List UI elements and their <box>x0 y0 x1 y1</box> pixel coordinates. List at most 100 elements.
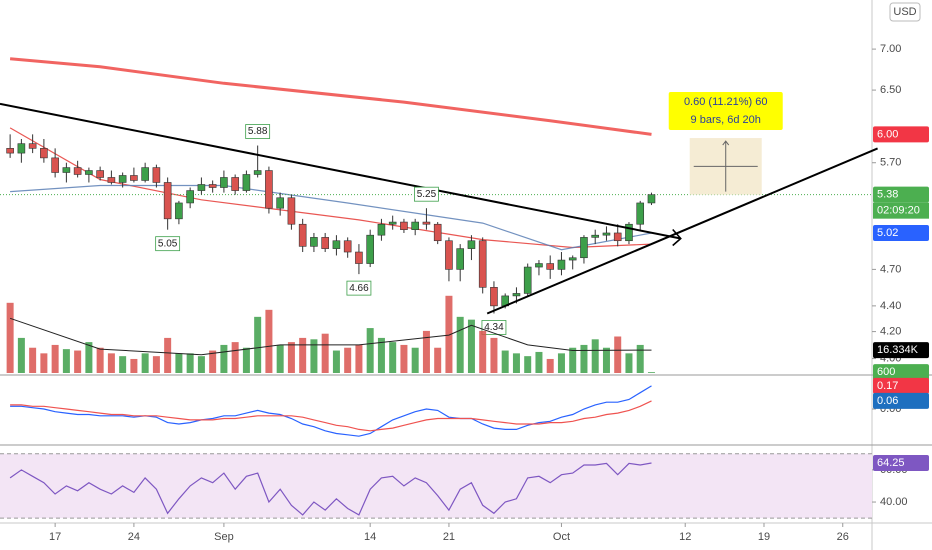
volume-bar <box>209 350 217 373</box>
volume-bar <box>479 330 487 373</box>
volume-bar <box>107 353 115 373</box>
indicator-tag: 64.25 <box>877 457 905 469</box>
candle-body <box>253 170 262 175</box>
candle-body <box>580 237 588 259</box>
indicator-tag-bg <box>873 377 929 394</box>
candle-body <box>73 167 82 175</box>
volume-bar <box>389 342 397 373</box>
x-tick-label: 21 <box>443 531 455 543</box>
candle-body <box>96 170 104 178</box>
candle-body <box>163 182 172 220</box>
candle-body <box>456 248 464 270</box>
candle-body <box>265 170 273 209</box>
note-box <box>245 124 271 139</box>
volume-bar <box>220 344 228 373</box>
candle-body <box>141 167 149 181</box>
candle-body <box>321 237 329 249</box>
candle-body <box>602 232 611 236</box>
volume-bar <box>141 353 149 373</box>
candle-body <box>523 266 532 294</box>
volume-bar <box>265 309 273 373</box>
volume-bar <box>490 337 498 373</box>
volume-bar <box>557 353 565 373</box>
measure-label: 9 bars, 6d 20h <box>691 114 761 126</box>
candle-body <box>118 175 127 183</box>
volume-bar <box>130 358 138 373</box>
volume-bar <box>636 344 644 373</box>
price-tag-bg <box>873 186 929 203</box>
volume-bar <box>614 336 622 373</box>
volume-bar <box>197 356 205 373</box>
moving-average <box>9 57 652 136</box>
y-tick-label: 6.50 <box>880 84 901 96</box>
x-tick-label: 19 <box>758 531 770 543</box>
volume-bar <box>422 330 430 373</box>
volume-bar <box>434 347 442 373</box>
volume-bar <box>175 353 183 373</box>
candle-body <box>197 184 206 191</box>
candle-body <box>355 251 363 264</box>
candle-body <box>445 240 453 270</box>
candle-body <box>557 259 566 270</box>
volume-bar <box>254 316 262 373</box>
rsi-band <box>0 453 872 519</box>
trend-line <box>0 102 681 240</box>
volume-bar <box>164 337 172 373</box>
volume-bar <box>366 328 374 373</box>
moving-average <box>10 184 652 251</box>
price-tag: 5.38 <box>877 189 898 201</box>
volume-bar <box>377 337 385 373</box>
volume-bar <box>287 342 295 373</box>
candle-body <box>208 184 217 188</box>
volume-tag: 16.334K <box>877 344 919 356</box>
volume-bar <box>96 347 104 373</box>
volume-tag: 600 <box>877 366 895 378</box>
candle-body <box>400 221 408 230</box>
candle-body <box>175 202 183 220</box>
volume-bar <box>355 344 363 373</box>
candle-body <box>152 167 161 183</box>
candle-body <box>625 223 633 242</box>
volume-bar <box>512 353 520 373</box>
candle-body <box>186 190 194 204</box>
candle-body <box>366 234 374 264</box>
y-tick-label: 5.70 <box>880 157 901 169</box>
candle-body <box>422 221 431 225</box>
candle-body <box>490 287 498 307</box>
volume-bar <box>501 350 509 373</box>
volume-bar <box>467 319 475 373</box>
candle-body <box>332 240 341 249</box>
indicator-tag-bg <box>873 455 929 472</box>
candle-body <box>85 170 93 175</box>
x-tick-label: 14 <box>364 531 376 543</box>
note-box <box>155 236 181 252</box>
note-box <box>346 280 372 296</box>
volume-bar <box>445 295 453 373</box>
candle-body <box>568 257 577 261</box>
volume-bar <box>17 337 25 373</box>
y-tick-label: 4.20 <box>880 326 901 338</box>
candle-body <box>40 148 48 159</box>
candle-body <box>591 234 600 238</box>
volume-average <box>9 317 652 356</box>
volume-tag-bg <box>873 342 929 359</box>
x-tick-label: 12 <box>679 531 691 543</box>
y-tick-label: 4.70 <box>880 263 901 275</box>
candle-body <box>647 194 656 204</box>
volume-bar <box>524 356 532 373</box>
volume-bar <box>602 347 610 373</box>
candle-body <box>310 237 318 247</box>
low-label: 4.34 <box>484 322 504 333</box>
x-tick-label: 26 <box>837 531 849 543</box>
measure-label-bg <box>668 92 783 131</box>
candle-body <box>343 240 352 253</box>
volume-bar <box>276 344 284 373</box>
indicator-tag: 0.06 <box>877 395 898 407</box>
volume-bar <box>625 353 633 373</box>
volume-bar <box>119 356 127 373</box>
indicator-line <box>9 462 652 516</box>
candle-body <box>287 197 296 225</box>
y-tick-label: 40.00 <box>880 496 908 508</box>
currency-box[interactable] <box>889 2 921 22</box>
